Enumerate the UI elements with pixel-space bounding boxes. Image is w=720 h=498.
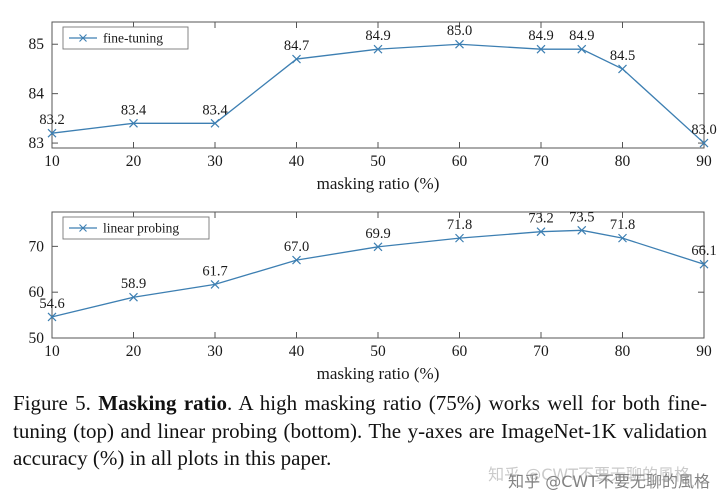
x-tick-label: 10 — [44, 153, 60, 170]
data-point-label: 58.9 — [121, 276, 146, 292]
x-tick-label: 90 — [696, 153, 712, 170]
data-point-marker — [373, 242, 383, 252]
data-point-marker — [292, 54, 301, 64]
legend-label: fine-tuning — [103, 31, 163, 46]
y-tick-label: 84 — [29, 86, 45, 103]
data-point-marker — [47, 128, 57, 138]
data-point-label: 73.5 — [569, 209, 594, 225]
data-point-marker — [292, 255, 301, 265]
data-point-marker — [129, 118, 138, 128]
data-point-label: 84.9 — [365, 28, 390, 44]
x-tick-label: 90 — [696, 343, 712, 360]
data-point-marker — [47, 312, 57, 322]
x-tick-label: 20 — [126, 343, 142, 360]
data-point-label: 71.8 — [610, 217, 635, 233]
data-point-marker — [210, 279, 220, 289]
data-point-label: 61.7 — [202, 263, 227, 279]
data-point-label: 84.9 — [528, 28, 553, 44]
figure-caption: Figure 5. Masking ratio. A high masking … — [12, 390, 708, 473]
x-tick-label: 80 — [615, 153, 631, 170]
y-tick-label: 60 — [29, 284, 45, 301]
data-point-label: 84.5 — [610, 48, 635, 64]
data-point-marker — [699, 259, 709, 269]
data-point-label: 67.0 — [284, 239, 309, 255]
x-tick-label: 70 — [533, 153, 549, 170]
y-tick-label: 85 — [29, 36, 45, 53]
data-point-marker — [536, 227, 546, 237]
data-point-marker — [577, 44, 587, 54]
data-point-marker — [577, 225, 587, 235]
data-point-marker — [373, 44, 383, 54]
watermark: 知乎 @CWT不要无聊的風格 — [508, 472, 710, 491]
x-tick-label: 30 — [207, 153, 223, 170]
x-tick-label: 20 — [126, 153, 142, 170]
y-tick-label: 83 — [29, 135, 45, 152]
data-point-marker — [129, 292, 138, 302]
linear-probing-chart: 10 20 30 40 50 60 70 80 90 50 60 70 54.6 58.9 61.7 67.0… — [29, 209, 717, 383]
caption-title: Masking ratio — [98, 391, 227, 415]
y-tick-label: 50 — [29, 330, 45, 347]
x-axis-label: masking ratio (%) — [317, 174, 440, 193]
x-tick-label: 80 — [615, 343, 631, 360]
legend-box — [62, 26, 189, 50]
data-point-marker — [210, 118, 220, 128]
x-tick-label: 40 — [289, 343, 305, 360]
x-tick-label: 60 — [452, 153, 468, 170]
data-point-marker — [455, 39, 464, 49]
y-tick-label: 70 — [29, 238, 45, 255]
x-tick-label: 60 — [452, 343, 468, 360]
data-point-label: 54.6 — [39, 296, 64, 312]
legend-box — [62, 216, 210, 240]
data-point-label: 83.4 — [121, 102, 147, 118]
data-point-marker — [536, 44, 546, 54]
data-point-marker — [455, 233, 464, 243]
data-point-label: 71.8 — [447, 217, 472, 233]
data-line — [51, 43, 705, 144]
masking-ratio-figure: 10 20 30 40 50 60 70 80 90 83 84 85 83.2 83.4 83.4 84.7… — [12, 21, 717, 473]
data-point-label: 69.9 — [365, 226, 390, 242]
caption-body: . A high masking ratio (75%) works well … — [13, 391, 707, 471]
data-point-label: 84.7 — [284, 38, 309, 54]
data-point-label: 83.2 — [39, 112, 64, 128]
x-tick-label: 30 — [207, 343, 223, 360]
data-line — [51, 229, 705, 318]
data-point-marker — [618, 233, 627, 243]
data-point-marker — [618, 64, 627, 74]
x-tick-label: 50 — [370, 343, 386, 360]
data-point-marker — [699, 138, 709, 148]
fine-tuning-chart: 10 20 30 40 50 60 70 80 90 83 84 85 83.2 83.4 83.4 84.7… — [29, 21, 717, 193]
legend-marker — [79, 224, 87, 232]
data-point-label: 73.2 — [528, 211, 553, 227]
x-tick-label: 10 — [44, 343, 60, 360]
data-point-label: 85.0 — [447, 23, 472, 39]
x-tick-label: 40 — [289, 153, 305, 170]
x-tick-label: 50 — [370, 153, 386, 170]
caption-figure-label: Figure 5. — [13, 391, 99, 415]
x-tick-label: 70 — [533, 343, 549, 360]
x-axis-label: masking ratio (%) — [317, 364, 440, 383]
data-point-label: 83.4 — [202, 102, 228, 118]
legend-label: linear probing — [103, 221, 179, 236]
data-point-label: 66.1 — [691, 243, 716, 259]
data-point-label: 84.9 — [569, 28, 594, 44]
legend-marker — [79, 34, 87, 42]
data-point-label: 83.0 — [691, 122, 716, 138]
watermark-ghost: 知乎 @CWT不要无聊的風格 — [488, 465, 690, 484]
